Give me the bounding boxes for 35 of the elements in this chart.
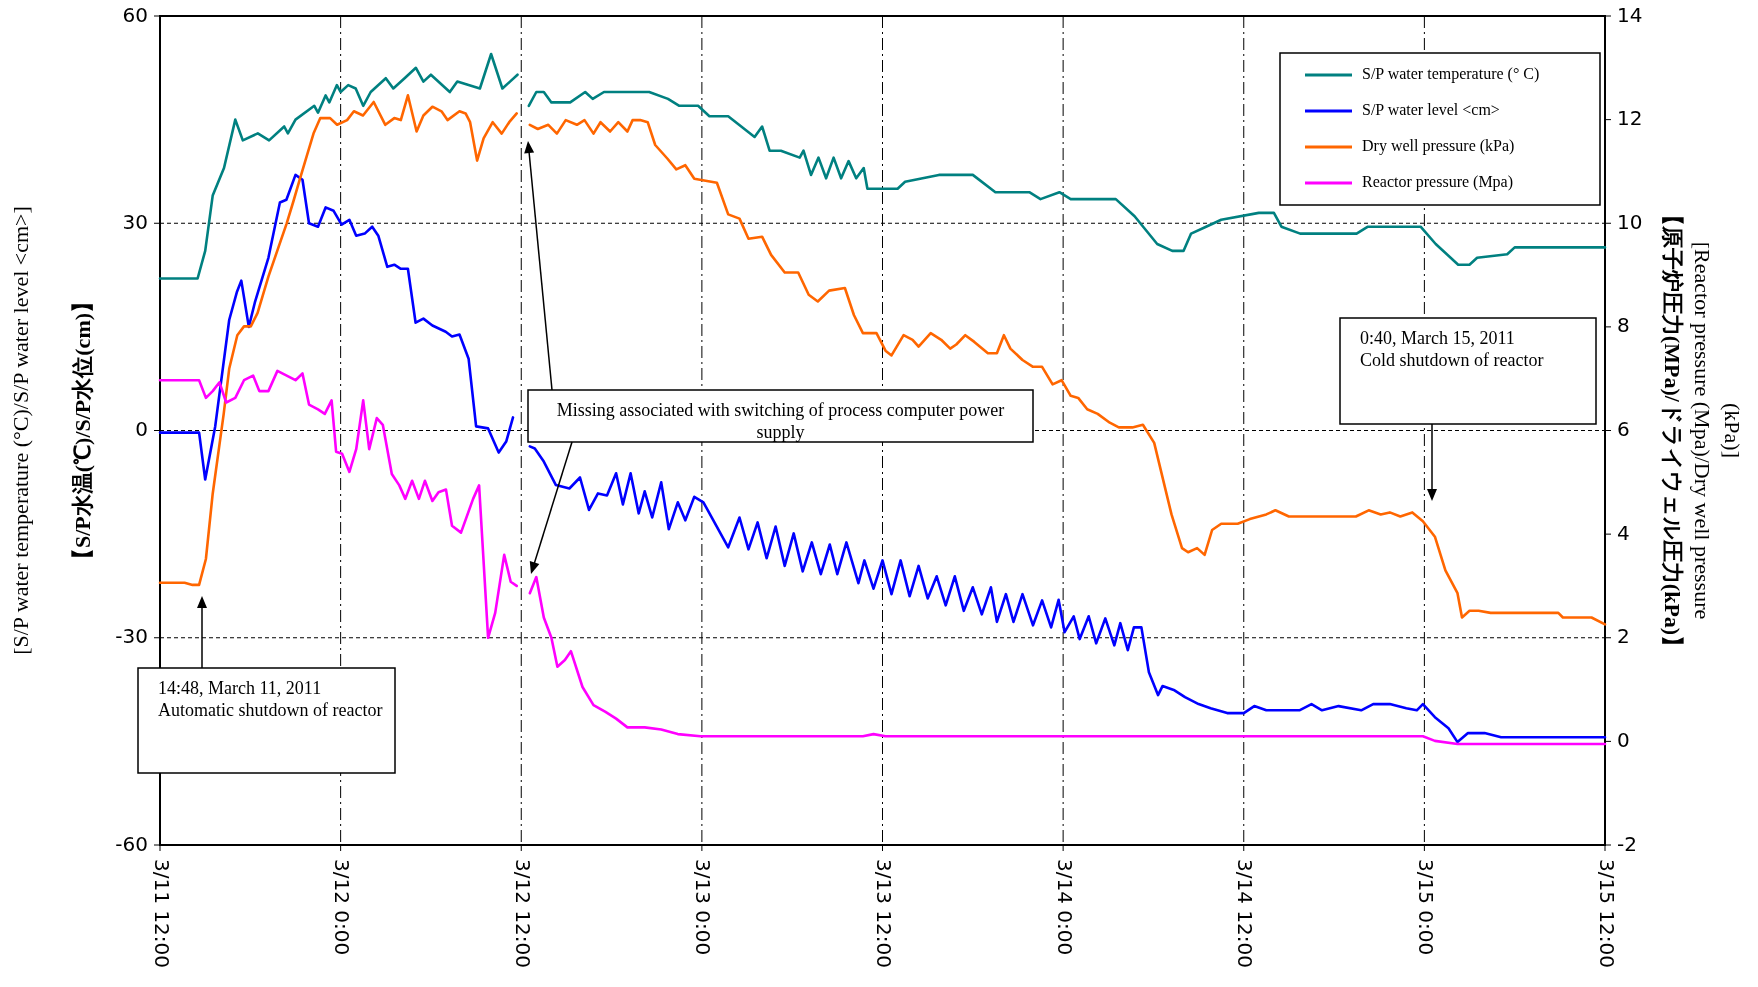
y2-tick-label: 2 xyxy=(1617,624,1630,649)
y2-tick-label: 14 xyxy=(1617,2,1643,27)
x-tick-label: 3/15 0:00 xyxy=(1413,859,1438,956)
text: [S/P water temperature (°C)/S/P water level <cm>] 【S/P水温(℃)/S/P水位(cm)】 xyxy=(8,206,95,655)
x-tick-label: 3/12 12:00 xyxy=(510,859,535,968)
legend-label: S/P water temperature (° C) xyxy=(1362,64,1540,83)
x-tick-label: 3/13 12:00 xyxy=(872,859,896,968)
legend-label: Dry well pressure (kPa) xyxy=(1362,136,1515,155)
y2-tick-label: -2 xyxy=(1617,831,1637,856)
y-tick-label: 60 xyxy=(122,2,148,27)
x-tick-label: 3/13 0:00 xyxy=(691,859,716,956)
legend-label: Reactor pressure (Mpa) xyxy=(1362,172,1514,191)
x-tick-label: 3/15 12:00 xyxy=(1594,859,1619,968)
y2-tick-label: 6 xyxy=(1617,417,1630,441)
y-tick-label: 30 xyxy=(122,209,148,234)
y2-tick-label: 10 xyxy=(1617,209,1643,234)
annotation: Missing associated with switching of process computer power supply xyxy=(527,389,1034,443)
y-tick-label: -60 xyxy=(115,831,148,856)
annotation: 14:48, March 11, 2011 Automatic shutdown of reactor xyxy=(137,667,396,774)
y2-tick-label: 12 xyxy=(1617,106,1643,131)
annotation: 0:40, March 15, 2011 Cold shutdown of reactor xyxy=(1360,328,1544,370)
annotation: 0:40, March 15, 2011 Cold shutdown of reactor xyxy=(1339,317,1597,425)
x-tick-label: 3/14 0:00 xyxy=(1052,859,1077,956)
y2-tick-label: 8 xyxy=(1617,313,1630,338)
x-tick-label: 3/11 12:00 xyxy=(149,859,174,968)
x-tick-label: 3/12 0:00 xyxy=(330,859,355,956)
annotation: Missing associated with switching of process computer power supply xyxy=(556,400,1005,442)
y2-tick-label: 0 xyxy=(1617,727,1630,752)
y-tick-label: 0 xyxy=(135,417,148,441)
x-tick-label: 3/14 12:00 xyxy=(1233,859,1258,968)
y-tick-label: -30 xyxy=(115,624,148,649)
legend-label: S/P water level <cm> xyxy=(1362,100,1500,118)
y2-tick-label: 4 xyxy=(1617,520,1630,545)
annotation: 14:48, March 11, 2011 Automatic shutdown of reactor xyxy=(158,678,383,720)
y2-axis-title: 【原子炉圧力(MPa)/ドライウェル圧力(kPa)】 [Reactor pressure (Mpa)/Dry well pressure (kPa)] xyxy=(1660,203,1745,658)
